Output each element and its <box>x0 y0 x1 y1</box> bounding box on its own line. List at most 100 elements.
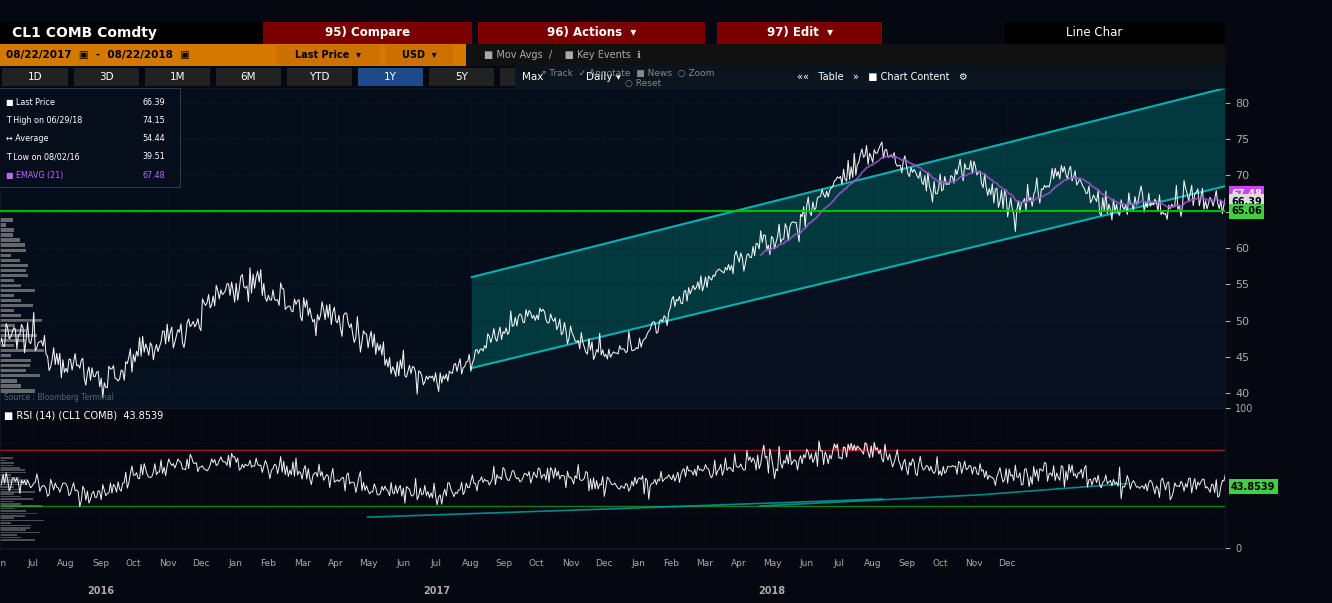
Text: Max: Max <box>522 72 543 82</box>
Text: 1Y: 1Y <box>384 72 397 82</box>
Text: Daily ▾: Daily ▾ <box>586 72 621 82</box>
Bar <box>0 477 20 478</box>
Text: Sep: Sep <box>898 559 915 568</box>
Text: Dec: Dec <box>595 559 613 568</box>
Text: 97) Edit  ▾: 97) Edit ▾ <box>767 27 832 40</box>
Text: Sep: Sep <box>92 559 109 568</box>
Text: Nov: Nov <box>966 559 983 568</box>
Bar <box>0 496 20 497</box>
Text: T High on 06/29/18: T High on 06/29/18 <box>7 116 83 125</box>
Bar <box>0 515 25 517</box>
Text: Dec: Dec <box>999 559 1016 568</box>
Text: Last Price  ▾: Last Price ▾ <box>296 50 361 60</box>
Text: Line Char: Line Char <box>1066 27 1123 40</box>
Text: 65.06: 65.06 <box>1231 206 1261 216</box>
Bar <box>0 279 13 282</box>
Bar <box>0 339 25 343</box>
Bar <box>0 314 21 317</box>
Text: Mar: Mar <box>294 559 312 568</box>
Bar <box>0 513 37 514</box>
Text: 2017: 2017 <box>422 586 450 596</box>
Text: Apr: Apr <box>731 559 747 568</box>
Text: 2016: 2016 <box>87 586 115 596</box>
Bar <box>0 458 13 459</box>
Text: Aug: Aug <box>863 559 882 568</box>
Text: 1M: 1M <box>169 72 185 82</box>
Bar <box>386 45 453 65</box>
Text: ○ Reset: ○ Reset <box>625 79 661 88</box>
Text: YTD: YTD <box>309 72 330 82</box>
Bar <box>0 253 11 257</box>
Bar <box>0 379 17 382</box>
Polygon shape <box>472 88 1225 368</box>
Text: 66.39: 66.39 <box>143 98 165 107</box>
Text: ■ Last Price: ■ Last Price <box>7 98 55 107</box>
Bar <box>0 491 35 493</box>
Text: T Low on 08/02/16: T Low on 08/02/16 <box>7 153 80 162</box>
Text: May: May <box>360 559 378 568</box>
Bar <box>0 22 264 44</box>
Bar <box>0 218 13 222</box>
Bar <box>0 294 15 297</box>
Bar <box>276 45 380 65</box>
Bar <box>466 44 1225 66</box>
Text: Aug: Aug <box>462 559 480 568</box>
Text: ↔ Average: ↔ Average <box>7 134 49 143</box>
Text: ■ Mov Avgs  /    ■ Key Events  ℹ: ■ Mov Avgs / ■ Key Events ℹ <box>484 50 641 60</box>
Bar <box>0 517 15 519</box>
Bar <box>0 233 13 237</box>
Text: 1D: 1D <box>28 72 43 82</box>
Bar <box>0 344 15 347</box>
Text: Oct: Oct <box>529 559 545 568</box>
Bar <box>0 500 13 502</box>
Bar <box>0 467 20 469</box>
Text: 67.48: 67.48 <box>143 171 165 180</box>
Bar <box>0 510 27 512</box>
Text: Jul: Jul <box>430 559 442 568</box>
Text: 43.8539: 43.8539 <box>1231 482 1275 491</box>
Text: 3D: 3D <box>99 72 113 82</box>
Text: Source : Bloomberg Terminal: Source : Bloomberg Terminal <box>4 393 113 402</box>
Bar <box>0 384 21 388</box>
Bar <box>717 22 882 44</box>
Text: May: May <box>763 559 782 568</box>
Bar <box>286 68 352 86</box>
Text: 66.39: 66.39 <box>1231 197 1261 206</box>
Bar <box>0 532 40 533</box>
Text: 74.15: 74.15 <box>143 116 165 125</box>
Bar <box>478 22 705 44</box>
Bar <box>0 493 15 495</box>
Text: 08/22/2017  ▣  -  08/22/2018  ▣: 08/22/2017 ▣ - 08/22/2018 ▣ <box>7 50 190 60</box>
Text: 67.48: 67.48 <box>1231 189 1261 198</box>
Bar <box>0 475 11 476</box>
Bar <box>0 268 27 272</box>
Text: ■ RSI (14) (CL1 COMB)  43.8539: ■ RSI (14) (CL1 COMB) 43.8539 <box>4 411 163 421</box>
Bar <box>0 527 31 528</box>
Bar <box>0 470 25 471</box>
Bar <box>0 274 28 277</box>
FancyBboxPatch shape <box>0 88 180 187</box>
Bar <box>0 354 11 358</box>
Bar <box>1004 22 1225 44</box>
Bar <box>0 539 35 540</box>
Text: ↗ Track  ✓ Annotate  ■ News  ○ Zoom: ↗ Track ✓ Annotate ■ News ○ Zoom <box>539 69 714 78</box>
Bar <box>0 229 13 232</box>
Bar <box>0 503 21 505</box>
Bar <box>0 390 35 393</box>
Text: 96) Actions  ▾: 96) Actions ▾ <box>546 27 635 40</box>
Bar <box>0 522 11 524</box>
Bar <box>0 486 13 488</box>
Bar <box>0 505 41 507</box>
Bar <box>0 374 40 377</box>
Bar <box>0 479 28 481</box>
Text: Jun: Jun <box>396 559 410 568</box>
Text: Mar: Mar <box>697 559 713 568</box>
Bar <box>0 508 15 510</box>
Text: Aug: Aug <box>57 559 75 568</box>
Text: 54.44: 54.44 <box>143 134 165 143</box>
Text: ««   Table   »   ■ Chart Content   ⚙: «« Table » ■ Chart Content ⚙ <box>797 72 967 82</box>
Text: Jun: Jun <box>799 559 814 568</box>
Bar <box>0 465 13 466</box>
Text: Jan: Jan <box>228 559 242 568</box>
Bar <box>0 259 20 262</box>
